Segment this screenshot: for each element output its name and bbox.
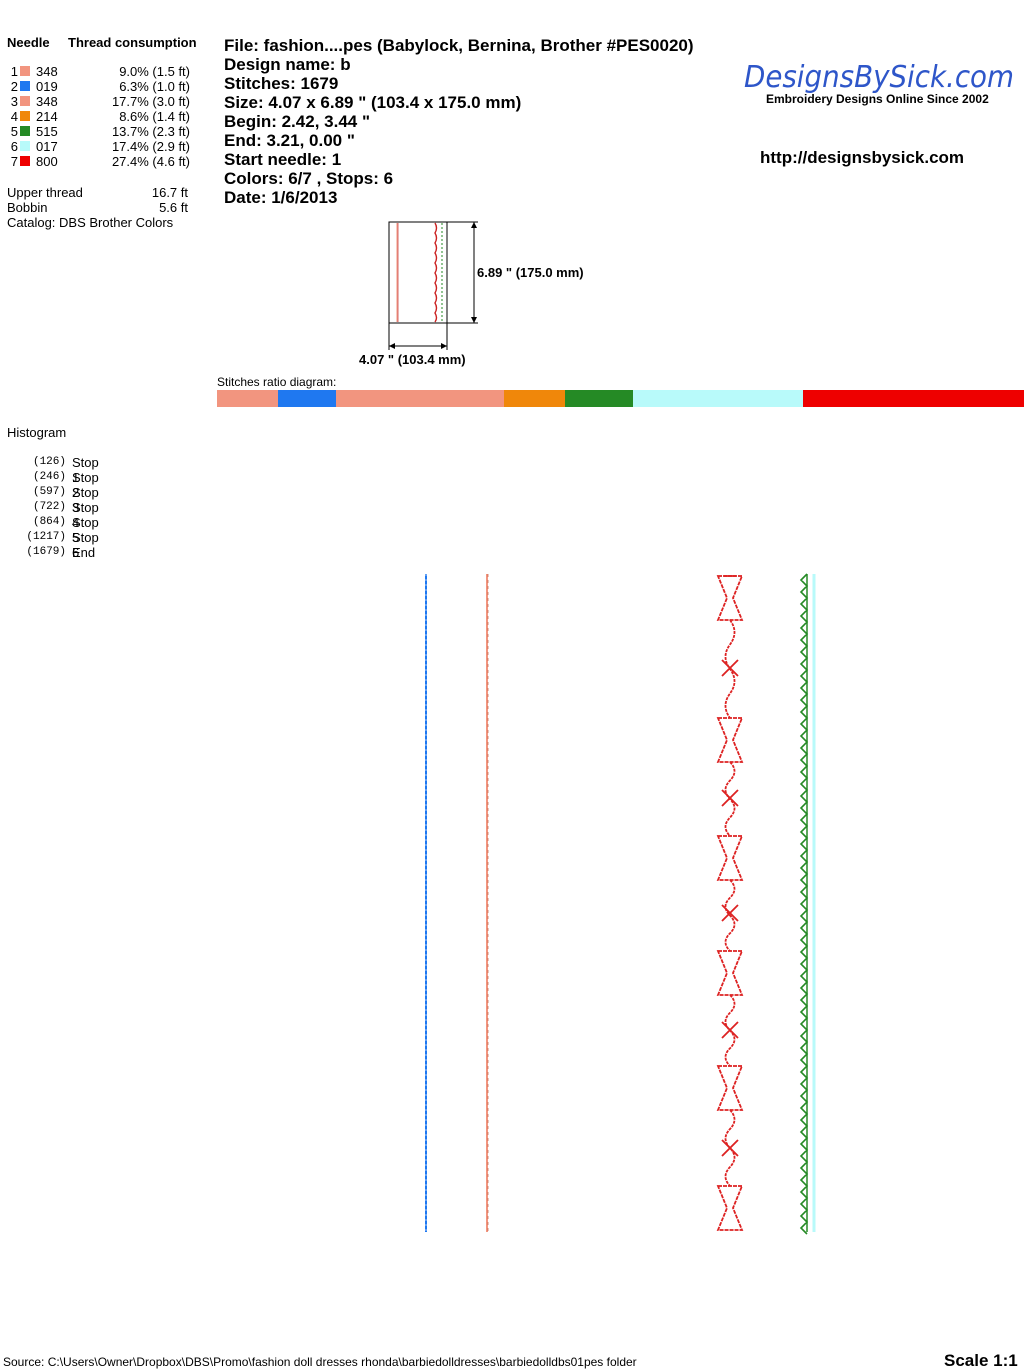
color-swatch <box>20 96 30 106</box>
stitch-count: (246) <box>32 471 66 483</box>
bobbin-value: 5.6 ft <box>159 200 188 215</box>
small-bow-knot <box>721 1021 739 1039</box>
small-bow-knot <box>721 1139 739 1157</box>
stop-label: Stop 4 <box>72 500 99 530</box>
ratio-segment-5 <box>564 390 634 407</box>
stop-label: Stop 6 <box>72 530 99 560</box>
stitches-ratio-bar <box>217 390 1024 407</box>
needle-number: 7 <box>10 154 18 169</box>
bow-shape <box>716 950 744 996</box>
design-info: File: fashion....pes (Babylock, Bernina,… <box>224 36 744 207</box>
needle-number: 2 <box>10 79 18 94</box>
design-name-line: Design name: b <box>224 55 351 74</box>
small-bow-knot <box>721 904 739 922</box>
thread-percentage: 13.7% (2.3 ft) <box>111 124 190 139</box>
design-preview <box>388 221 478 350</box>
thread-code: 348 <box>36 64 58 79</box>
thread-percentage: 17.4% (2.9 ft) <box>111 139 190 154</box>
bow-connector <box>724 879 736 952</box>
stop-label: End <box>72 545 96 560</box>
thread-percentage: 8.6% (1.4 ft) <box>119 109 190 124</box>
bow-shape <box>716 835 744 881</box>
stitch-count: (1217) <box>26 531 66 543</box>
end-line: End: 3.21, 0.00 " <box>224 131 355 150</box>
width-dimension-label: 4.07 " (103.4 mm) <box>359 352 466 367</box>
file-line: File: fashion....pes (Babylock, Bernina,… <box>224 36 694 55</box>
needle-header: Needle <box>7 35 50 50</box>
preview-bow-border <box>434 222 438 323</box>
website-link[interactable]: http://designsbysick.com <box>760 148 965 167</box>
thread-percentage: 6.3% (1.0 ft) <box>119 79 190 94</box>
needle-list: 1 348 9.0% (1.5 ft) 2 019 6.3% (1.0 ft) … <box>0 64 210 174</box>
bow-shape <box>716 1185 744 1231</box>
ratio-segment-2 <box>277 390 337 407</box>
needle-number: 3 <box>10 94 18 109</box>
thread-code: 019 <box>36 79 58 94</box>
ratio-diagram-label: Stitches ratio diagram: <box>217 375 337 389</box>
color-swatch <box>20 141 30 151</box>
ratio-segment-7 <box>802 390 1024 407</box>
thread-code: 017 <box>36 139 58 154</box>
thread-code: 515 <box>36 124 58 139</box>
needle-number: 6 <box>10 139 18 154</box>
bobbin-label: Bobbin <box>7 200 48 215</box>
height-dimension-label: 6.89 " (175.0 mm) <box>477 265 584 280</box>
start-needle-line: Start needle: 1 <box>224 150 342 169</box>
color-swatch <box>20 81 30 91</box>
ratio-segment-3 <box>335 390 505 407</box>
brand-logo: DesignsBySick.com <box>744 56 1019 101</box>
dimension-arrows <box>389 343 447 349</box>
thread-percentage: 17.7% (3.0 ft) <box>111 94 190 109</box>
thread-percentage: 9.0% (1.5 ft) <box>119 64 190 79</box>
thread-consumption-header: Thread consumption <box>68 35 197 50</box>
ratio-segment-6 <box>632 390 804 407</box>
green-zigzag-border <box>799 573 809 1235</box>
ratio-segment-1 <box>217 390 279 407</box>
stitch-count: (1679) <box>26 546 66 558</box>
small-bow-knot <box>721 789 739 807</box>
histogram-list: (126) Stop 1 (246) Stop 2 (597) Stop 3 (722… <box>0 455 200 565</box>
needle-number: 5 <box>10 124 18 139</box>
stitch-count: (126) <box>32 456 66 468</box>
thread-percentage: 27.4% (4.6 ft) <box>111 154 190 169</box>
logo-text: DesignsBySick.com <box>744 60 1014 95</box>
source-path: Source: C:\Users\Owner\Dropbox\DBS\Promo… <box>3 1355 637 1369</box>
scale-label: Scale 1:1 <box>944 1351 1018 1370</box>
preview-frame <box>388 221 448 324</box>
stop-label: Stop 2 <box>72 470 99 500</box>
stitch-count: (722) <box>32 501 66 513</box>
needle-number: 4 <box>10 109 18 124</box>
logo-tagline: Embroidery Designs Online Since 2002 <box>766 92 989 106</box>
needle-number: 1 <box>10 64 18 79</box>
size-line: Size: 4.07 x 6.89 " (103.4 x 175.0 mm) <box>224 93 522 112</box>
bow-shape <box>716 717 744 763</box>
upper-thread-value: 16.7 ft <box>151 185 188 200</box>
colors-stops-line: Colors: 6/7 , Stops: 6 <box>224 169 394 188</box>
color-swatch <box>20 126 30 136</box>
small-bow-knot <box>721 659 739 677</box>
color-swatch <box>20 156 30 166</box>
color-swatch <box>20 66 30 76</box>
logo-wordmark: DesignsBySick.com <box>744 60 1014 95</box>
red-bow-chain <box>716 575 744 1231</box>
date-line: Date: 1/6/2013 <box>224 188 338 207</box>
catalog-label: Catalog: DBS Brother Colors <box>7 215 174 230</box>
thread-code: 214 <box>36 109 58 124</box>
color-swatch <box>20 111 30 121</box>
stitch-count: (864) <box>32 516 66 528</box>
stop-label: Stop 5 <box>72 515 99 545</box>
ratio-segment-4 <box>504 390 566 407</box>
thread-code: 800 <box>36 154 58 169</box>
begin-line: Begin: 2.42, 3.44 " <box>224 112 371 131</box>
upper-thread-label: Upper thread <box>7 185 83 200</box>
stitches-line: Stitches: 1679 <box>224 74 339 93</box>
histogram-title: Histogram <box>7 425 67 440</box>
thread-code: 348 <box>36 94 58 109</box>
design-rendering <box>425 573 816 1235</box>
stitch-count: (597) <box>32 486 66 498</box>
bow-shape <box>716 575 744 621</box>
bow-shape <box>716 1065 744 1111</box>
stop-label: Stop 1 <box>72 455 99 485</box>
stop-label: Stop 3 <box>72 485 99 515</box>
